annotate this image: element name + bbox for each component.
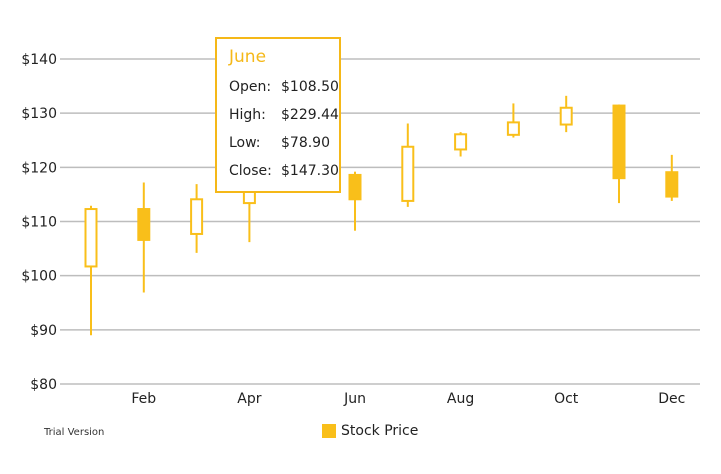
tooltip-label: Open: <box>229 79 272 95</box>
tooltip-title: June <box>229 47 267 67</box>
y-tick-label: $110 <box>21 215 57 231</box>
y-tick-label: $100 <box>21 269 57 285</box>
x-tick-label: Oct <box>554 391 579 407</box>
tooltip-label: Low: <box>229 135 261 151</box>
legend-swatch <box>322 424 336 438</box>
x-tick-label: Aug <box>447 391 474 407</box>
y-tick-label: $130 <box>21 106 57 122</box>
legend-label: Stock Price <box>341 423 419 439</box>
candle-body <box>84 208 98 268</box>
tooltip-label: Close: <box>229 163 272 179</box>
candle-body <box>190 198 204 235</box>
candle-body <box>612 104 626 180</box>
x-tick-label: Jun <box>343 391 366 407</box>
tooltip-label: High: <box>229 107 266 123</box>
candle-body <box>559 106 573 126</box>
tooltip-row-low: Low: $78.90 <box>229 135 330 151</box>
legend-item[interactable]: Stock Price <box>322 423 418 439</box>
y-tick-label: $90 <box>30 323 57 339</box>
tooltip-row-high: High: $229.44 <box>229 107 339 123</box>
tooltip-value: $78.90 <box>281 135 330 151</box>
tooltip: June Open: $108.50 High: $229.44 Low: $78.9… <box>215 37 341 193</box>
candle-body <box>137 208 151 241</box>
tooltip-value: $108.50 <box>281 79 339 95</box>
tooltip-value: $147.30 <box>281 163 339 179</box>
y-tick-label: $80 <box>30 377 57 393</box>
candle-body <box>401 145 415 202</box>
x-tick-label: Apr <box>237 391 261 407</box>
y-tick-label: $140 <box>21 52 57 68</box>
candle-body <box>665 171 679 198</box>
tooltip-row-close: Close: $147.30 <box>229 163 339 179</box>
watermark-text: Trial Version <box>44 427 105 438</box>
x-tick-label: Dec <box>658 391 685 407</box>
candle-body <box>506 121 520 136</box>
y-tick-label: $120 <box>21 160 57 176</box>
candle-body <box>454 133 468 151</box>
tooltip-value: $229.44 <box>281 107 339 123</box>
tooltip-row-open: Open: $108.50 <box>229 79 339 95</box>
candle-body <box>348 173 362 201</box>
x-tick-label: Feb <box>131 391 156 407</box>
